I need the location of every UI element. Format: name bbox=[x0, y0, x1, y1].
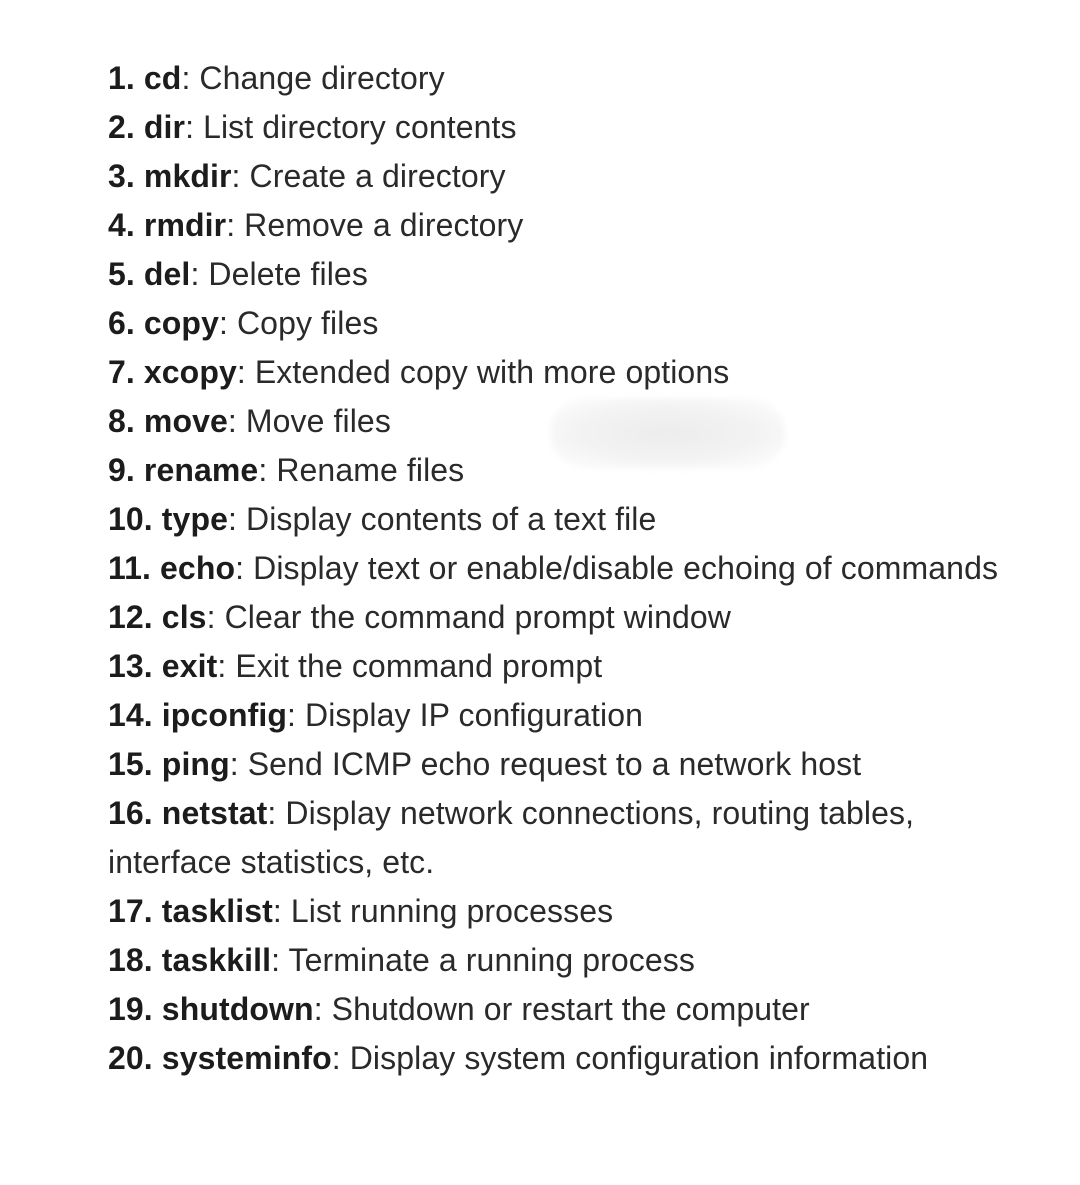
item-number: 13. bbox=[108, 648, 153, 684]
command-description: : Rename files bbox=[258, 452, 465, 488]
command-description: : Shutdown or restart the computer bbox=[313, 991, 810, 1027]
command-description: : Delete files bbox=[190, 256, 368, 292]
command-description: : List running processes bbox=[272, 893, 614, 929]
command-name: mkdir bbox=[143, 158, 232, 194]
list-item-6: 6. copy: Copy files bbox=[108, 299, 1008, 348]
list-item-19: 19. shutdown: Shutdown or restart the co… bbox=[108, 985, 1008, 1034]
command-name: xcopy bbox=[143, 354, 237, 390]
command-name: shutdown bbox=[161, 991, 314, 1027]
item-number: 18. bbox=[108, 942, 153, 978]
command-description: : Terminate a running process bbox=[271, 942, 695, 978]
list-item-10: 10. type: Display contents of a text fil… bbox=[108, 495, 1008, 544]
list-item-13: 13. exit: Exit the command prompt bbox=[108, 642, 1008, 691]
item-number: 11. bbox=[108, 550, 152, 586]
command-name: netstat bbox=[161, 795, 268, 831]
command-name: move bbox=[143, 403, 228, 439]
command-name: rename bbox=[143, 452, 259, 488]
command-name: type bbox=[161, 501, 228, 537]
command-name: exit bbox=[161, 648, 218, 684]
command-description: : Clear the command prompt window bbox=[206, 599, 732, 635]
list-item-15: 15. ping: Send ICMP echo request to a ne… bbox=[108, 740, 1008, 789]
command-description: : Move files bbox=[227, 403, 391, 439]
command-description: : Copy files bbox=[218, 305, 379, 341]
command-name: rmdir bbox=[143, 207, 227, 243]
list-item-3: 3. mkdir: Create a directory bbox=[108, 152, 1008, 201]
command-description: : Extended copy with more options bbox=[236, 354, 730, 390]
list-item-14: 14. ipconfig: Display IP configuration bbox=[108, 691, 1008, 740]
list-item-4: 4. rmdir: Remove a directory bbox=[108, 201, 1008, 250]
list-item-11: 11. echo: Display text or enable/disable… bbox=[108, 544, 1008, 593]
command-description: : Create a directory bbox=[231, 158, 506, 194]
command-description: : List directory contents bbox=[185, 109, 517, 145]
item-number: 10. bbox=[108, 501, 153, 537]
command-description: : Display text or enable/disable echoing… bbox=[235, 550, 999, 586]
command-description: : Display IP configuration bbox=[287, 697, 644, 733]
list-item-20: 20. systeminfo: Display system configura… bbox=[108, 1034, 1008, 1083]
command-name: echo bbox=[160, 550, 236, 586]
item-number: 5. bbox=[108, 256, 135, 292]
item-number: 6. bbox=[108, 305, 135, 341]
item-number: 2. bbox=[108, 109, 135, 145]
command-name: ipconfig bbox=[161, 697, 288, 733]
item-number: 8. bbox=[108, 403, 135, 439]
command-description: : Change directory bbox=[181, 60, 445, 96]
item-number: 4. bbox=[108, 207, 135, 243]
list-item-5: 5. del: Delete files bbox=[108, 250, 1008, 299]
command-description: : Display system configuration informati… bbox=[331, 1040, 929, 1076]
command-name: tasklist bbox=[161, 893, 273, 929]
list-item-2: 2. dir: List directory contents bbox=[108, 103, 1008, 152]
command-name: cd bbox=[143, 60, 182, 96]
command-name: ping bbox=[161, 746, 230, 782]
blurred-smudge bbox=[550, 398, 785, 468]
list-item-8: 8. move: Move files bbox=[108, 397, 1008, 446]
command-description: : Display contents of a text file bbox=[228, 501, 657, 537]
item-number: 3. bbox=[108, 158, 135, 194]
list-item-12: 12. cls: Clear the command prompt window bbox=[108, 593, 1008, 642]
item-number: 20. bbox=[108, 1040, 153, 1076]
item-number: 7. bbox=[108, 354, 135, 390]
command-list: 1. cd: Change directory 2. dir: List dir… bbox=[108, 54, 1008, 1083]
list-item-1: 1. cd: Change directory bbox=[108, 54, 1008, 103]
command-name: copy bbox=[143, 305, 219, 341]
item-number: 1. bbox=[108, 60, 135, 96]
list-item-17: 17. tasklist: List running processes bbox=[108, 887, 1008, 936]
command-name: systeminfo bbox=[161, 1040, 332, 1076]
command-description: : Exit the command prompt bbox=[217, 648, 603, 684]
item-number: 19. bbox=[108, 991, 153, 1027]
list-item-9: 9. rename: Rename files bbox=[108, 446, 1008, 495]
command-description: : Send ICMP echo request to a network ho… bbox=[229, 746, 862, 782]
item-number: 14. bbox=[108, 697, 153, 733]
list-item-7: 7. xcopy: Extended copy with more option… bbox=[108, 348, 1008, 397]
item-number: 16. bbox=[108, 795, 153, 831]
command-name: taskkill bbox=[161, 942, 272, 978]
item-number: 15. bbox=[108, 746, 153, 782]
command-name: del bbox=[143, 256, 191, 292]
item-number: 17. bbox=[108, 893, 153, 929]
command-name: dir bbox=[143, 109, 186, 145]
list-item-18: 18. taskkill: Terminate a running proces… bbox=[108, 936, 1008, 985]
command-description: : Remove a directory bbox=[226, 207, 524, 243]
item-number: 12. bbox=[108, 599, 153, 635]
item-number: 9. bbox=[108, 452, 135, 488]
list-item-16: 16. netstat: Display network connections… bbox=[108, 789, 1008, 887]
command-name: cls bbox=[161, 599, 207, 635]
command-description: : Display network connections, routing t… bbox=[108, 795, 915, 880]
